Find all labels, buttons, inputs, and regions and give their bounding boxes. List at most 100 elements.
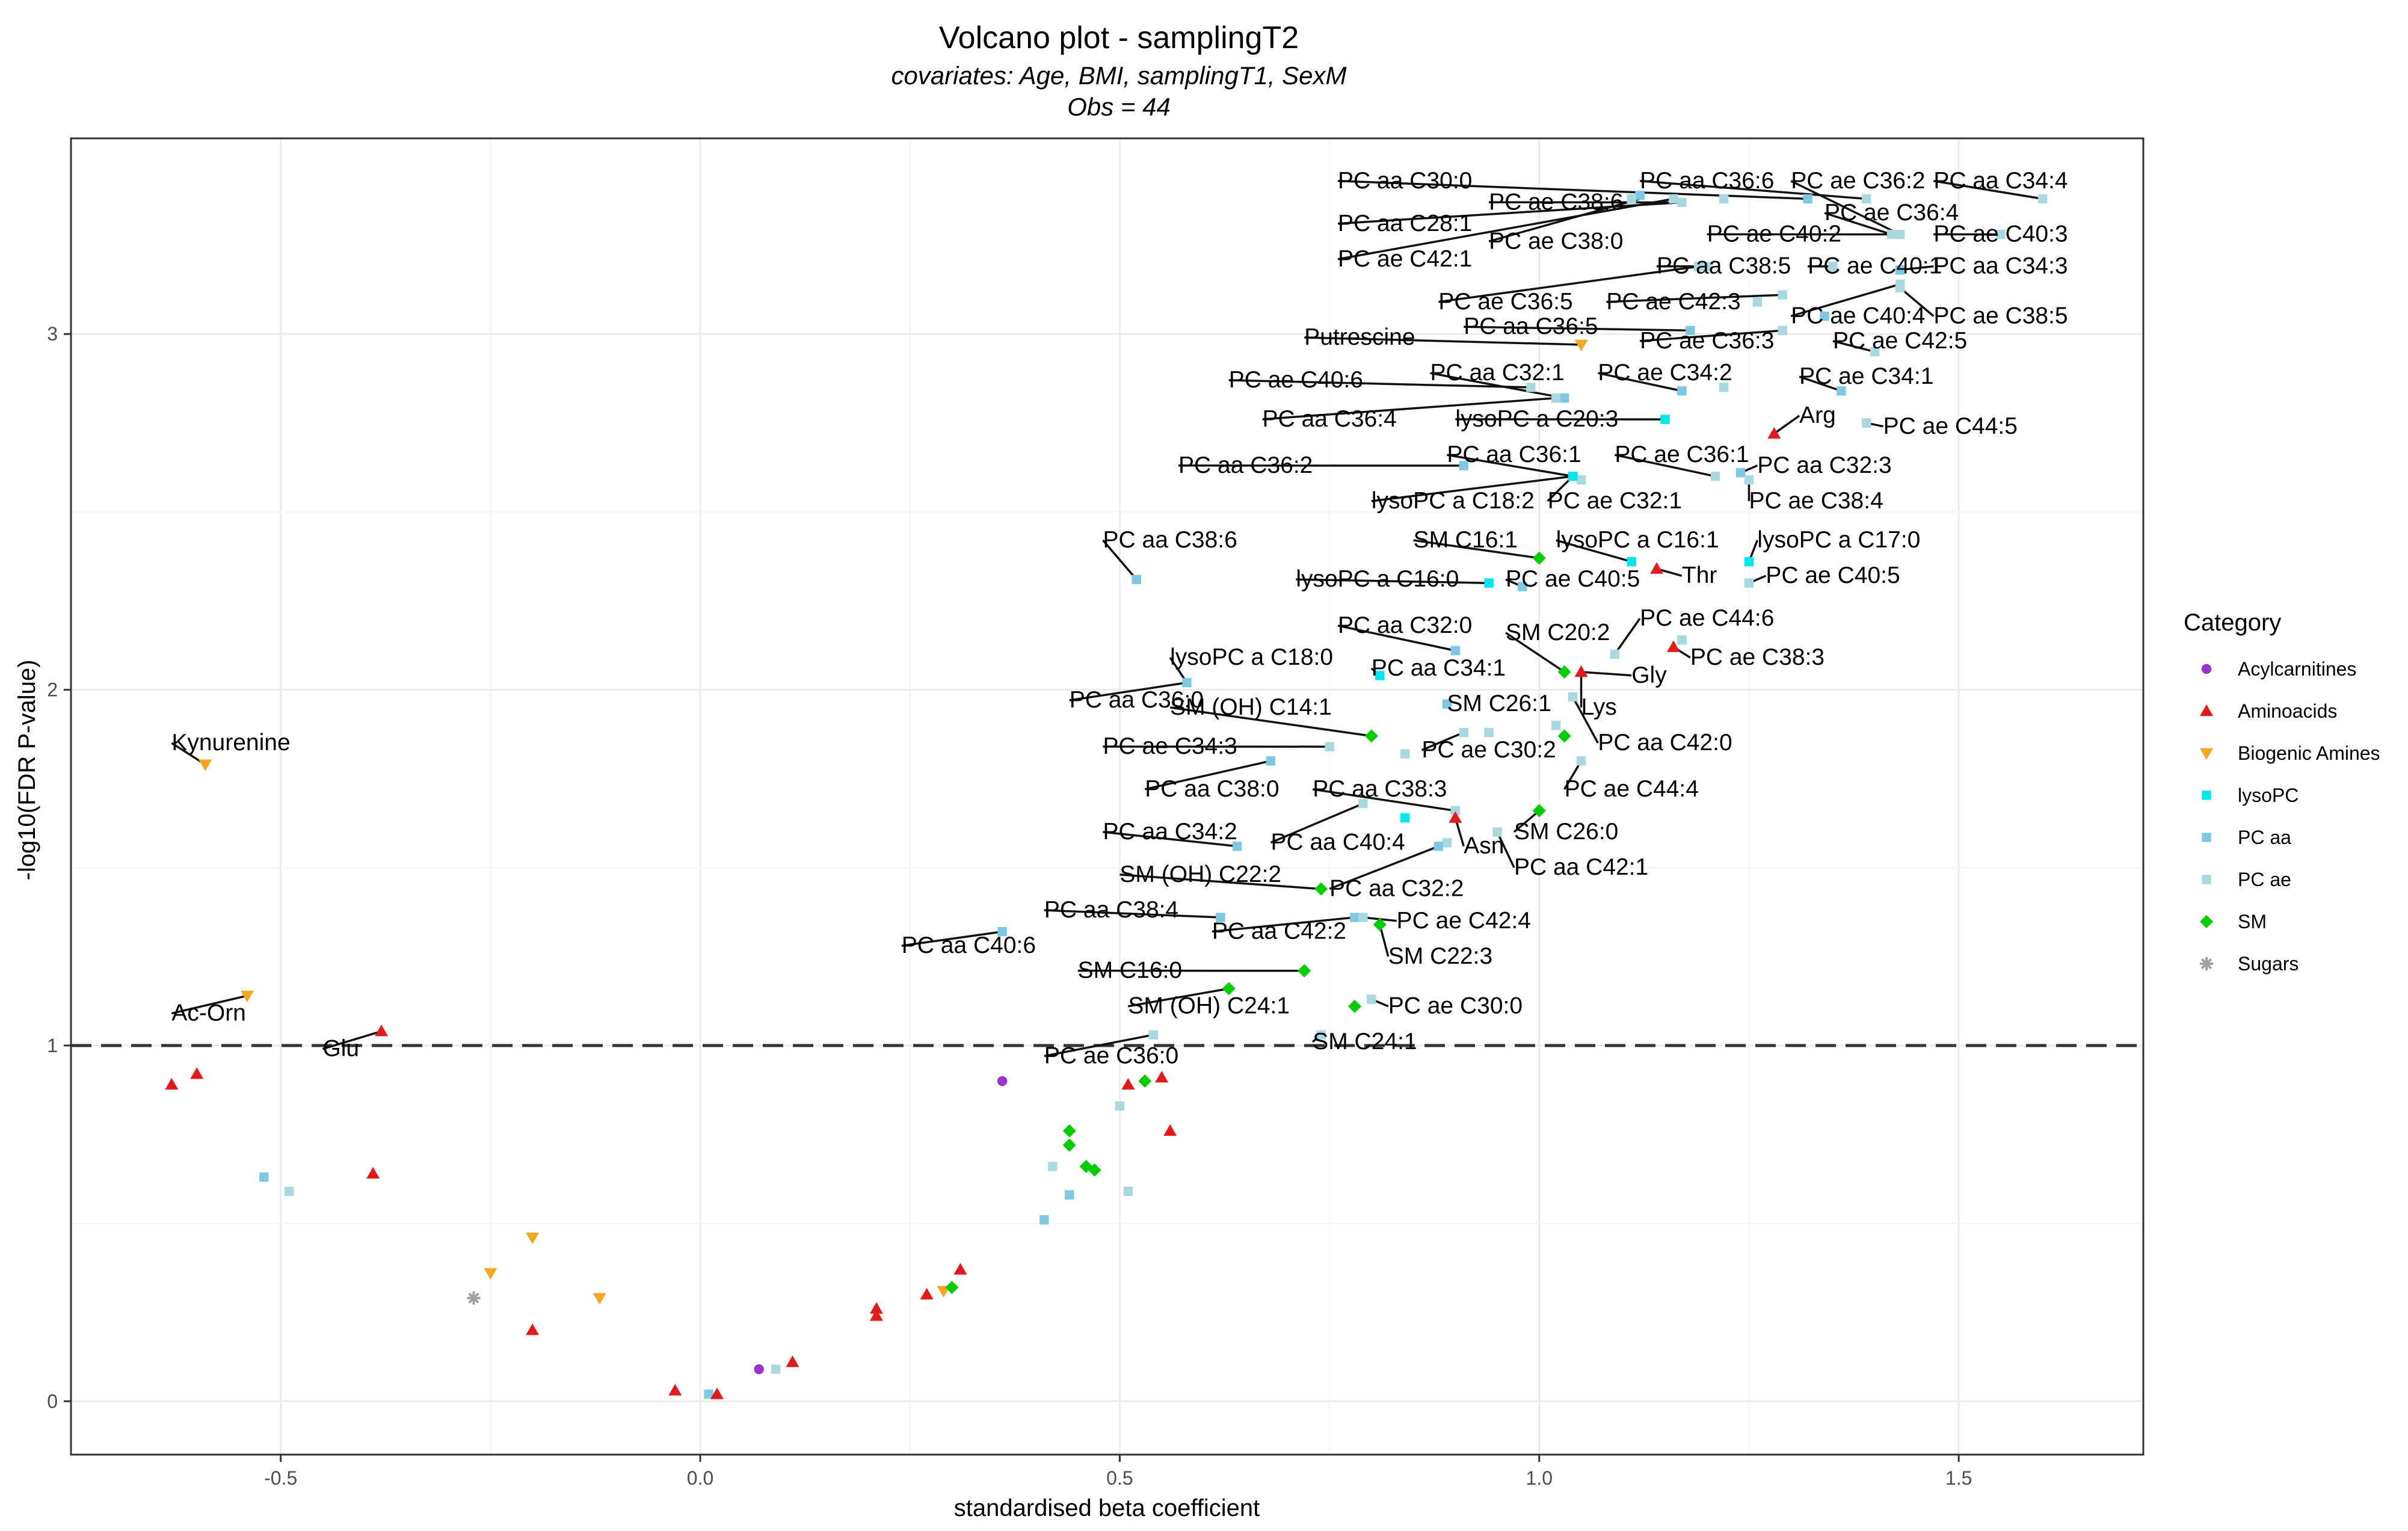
data-point bbox=[593, 1293, 606, 1305]
legend-item: PC ae bbox=[2202, 869, 2291, 890]
data-point bbox=[1778, 325, 1787, 336]
point-label: PC ae C36:3 bbox=[1640, 328, 1774, 354]
point-label: PC aa C36:4 bbox=[1263, 406, 1397, 432]
data-point bbox=[1182, 678, 1192, 688]
point-label: PC aa C34:1 bbox=[1372, 655, 1506, 681]
data-point bbox=[1459, 727, 1468, 738]
label-connector bbox=[171, 994, 248, 1015]
point-label: lysoPC a C16:0 bbox=[1296, 566, 1459, 592]
data-points bbox=[165, 190, 2048, 1399]
data-point bbox=[1694, 262, 1704, 271]
legend-label: Aminoacids bbox=[2238, 700, 2337, 722]
point-label: PC aa C38:5 bbox=[1657, 253, 1791, 279]
data-point bbox=[1484, 727, 1494, 738]
label-connector bbox=[1228, 379, 1531, 389]
data-point bbox=[484, 1268, 497, 1280]
point-label: SM C22:3 bbox=[1388, 943, 1492, 969]
point-label: PC ae C36:1 bbox=[1615, 442, 1749, 467]
legend-item: Acylcarnitines bbox=[2201, 658, 2356, 680]
data-point bbox=[1347, 999, 1361, 1013]
point-label: PC ae C38:4 bbox=[1749, 488, 1883, 514]
label-connector bbox=[1337, 180, 1808, 200]
grid bbox=[71, 138, 2143, 1455]
data-point bbox=[1532, 804, 1546, 818]
data-point bbox=[1744, 557, 1754, 567]
point-label: SM C20:2 bbox=[1506, 620, 1610, 645]
point-label: PC aa C32:1 bbox=[1430, 360, 1564, 386]
label-connector bbox=[1613, 618, 1641, 655]
data-point bbox=[1669, 194, 1678, 204]
point-label: lysoPC a C18:2 bbox=[1372, 488, 1535, 514]
point-label: PC ae C42:1 bbox=[1338, 246, 1472, 272]
data-point bbox=[1895, 265, 1905, 275]
data-point bbox=[2037, 194, 2048, 204]
point-label: PC aa C32:2 bbox=[1329, 876, 1464, 902]
point-label: SM (OH) C14:1 bbox=[1170, 694, 1332, 720]
data-point bbox=[1686, 325, 1695, 336]
point-label: SM (OH) C24:1 bbox=[1128, 993, 1290, 1019]
label-connector bbox=[1581, 671, 1632, 677]
point-label: Gly bbox=[1631, 662, 1667, 688]
label-connector bbox=[1505, 632, 1565, 673]
data-point bbox=[1155, 1071, 1169, 1083]
data-point bbox=[1837, 386, 1846, 396]
label-connector bbox=[1563, 760, 1583, 790]
label-connector bbox=[1790, 180, 1901, 236]
data-point bbox=[1364, 729, 1378, 743]
data-point bbox=[1163, 1124, 1177, 1136]
data-point bbox=[1635, 190, 1645, 200]
label-connector bbox=[1447, 454, 1573, 478]
point-label: PC aa C36:6 bbox=[1640, 168, 1774, 194]
point-label: PC aa C38:0 bbox=[1145, 776, 1279, 802]
label-connector bbox=[1773, 414, 1800, 435]
label-connector bbox=[1212, 916, 1355, 933]
data-point bbox=[190, 1067, 204, 1079]
data-point bbox=[1744, 578, 1754, 588]
point-label: PC ae C42:3 bbox=[1606, 289, 1740, 315]
label-connector bbox=[901, 930, 1003, 947]
data-point bbox=[1666, 640, 1680, 652]
data-point bbox=[1660, 414, 1670, 424]
point-label: PC aa C34:2 bbox=[1103, 819, 1237, 845]
data-point bbox=[1752, 297, 1763, 307]
data-point bbox=[1358, 799, 1368, 809]
point-label: Thr bbox=[1682, 562, 1717, 588]
point-label: PC aa C36:1 bbox=[1447, 442, 1581, 467]
data-point bbox=[704, 1389, 713, 1399]
data-point bbox=[1138, 1074, 1152, 1088]
data-point bbox=[1574, 339, 1588, 351]
point-label: PC aa C30:0 bbox=[1338, 168, 1472, 194]
data-point bbox=[953, 1263, 967, 1275]
plot-panel-border bbox=[70, 137, 2145, 1456]
label-connector bbox=[1421, 731, 1464, 751]
data-point bbox=[1719, 194, 1729, 204]
data-point bbox=[1048, 1162, 1058, 1171]
point-label: PC aa C38:6 bbox=[1103, 527, 1237, 553]
legend-label: PC aa bbox=[2238, 827, 2291, 848]
data-point bbox=[1065, 1190, 1074, 1200]
point-label: PC aa C40:4 bbox=[1270, 830, 1405, 855]
data-point bbox=[1298, 964, 1311, 978]
label-connector bbox=[1262, 396, 1556, 420]
label-connector bbox=[1933, 180, 2043, 200]
data-point bbox=[754, 1364, 764, 1375]
data-point bbox=[1088, 1163, 1101, 1177]
label-connector bbox=[1640, 329, 1783, 342]
chart-title: Volcano plot - samplingT2 bbox=[939, 20, 1299, 55]
legend-key bbox=[2202, 833, 2211, 842]
legend-key bbox=[2202, 790, 2211, 800]
y-axis-label: -log10(FDR P-value) bbox=[14, 660, 40, 881]
data-point bbox=[1216, 913, 1225, 922]
point-label: PC aa C38:4 bbox=[1044, 897, 1178, 923]
data-point bbox=[1367, 994, 1376, 1004]
data-point bbox=[526, 1233, 540, 1245]
legend: Category Acylcarnitines Aminoacids Biogeni… bbox=[2184, 609, 2380, 975]
point-label: lysoPC a C16:1 bbox=[1556, 527, 1719, 553]
label-connector bbox=[1329, 845, 1440, 890]
label-connector bbox=[1337, 624, 1456, 652]
legend-key bbox=[2202, 875, 2211, 884]
point-label: PC ae C44:5 bbox=[1883, 413, 2018, 439]
data-point bbox=[1449, 811, 1462, 823]
